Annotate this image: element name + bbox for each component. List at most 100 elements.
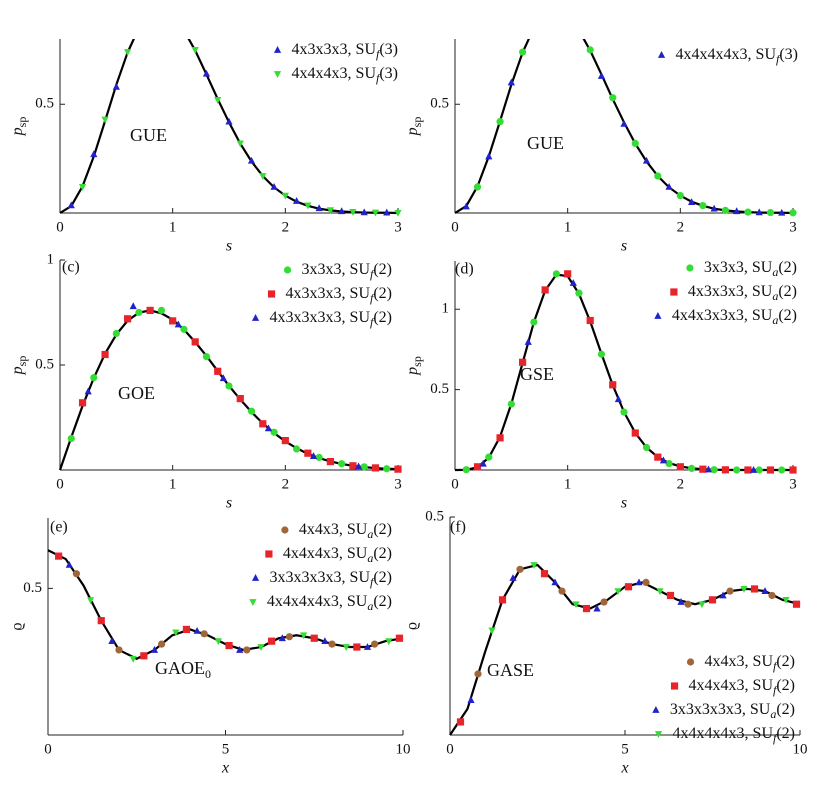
data-point [609, 381, 617, 389]
data-point [293, 197, 301, 204]
data-point [519, 48, 527, 56]
data-point [90, 150, 98, 158]
data-point [169, 14, 176, 21]
data-point [247, 156, 256, 164]
legend-label: 3x3x3x3x3, SUf(2) [270, 569, 392, 589]
y-tick-label: 0.5 [35, 96, 54, 112]
data-point [766, 208, 775, 217]
data-point [257, 644, 265, 651]
x-tick-label: 0 [451, 476, 459, 492]
annotation: GUE [130, 125, 167, 145]
data-point [67, 201, 75, 209]
data-point [659, 456, 668, 464]
data-point [293, 445, 301, 453]
data-point [462, 202, 470, 210]
data-point [642, 156, 651, 164]
legend-marker [657, 51, 666, 58]
legend-marker [281, 526, 289, 534]
data-point [395, 634, 404, 642]
data-point [278, 634, 286, 642]
data-point [498, 596, 507, 604]
data-point [749, 466, 758, 473]
legend-marker [670, 288, 678, 296]
data-point [600, 598, 608, 606]
x-tick-label: 1 [564, 476, 572, 492]
data-point [558, 587, 566, 595]
data-point [609, 94, 617, 102]
data-point [268, 637, 276, 645]
data-point [394, 209, 402, 217]
data-point [78, 184, 87, 191]
data-point [124, 49, 132, 57]
data-point [225, 641, 233, 650]
data-point [530, 24, 537, 31]
data-point [624, 583, 633, 591]
panel: 0 5 10 0.5 x ϱ GASE (f) 4x4x3, SUf(2) 4x4x4x3, SU… [404, 508, 808, 776]
data-point [593, 604, 601, 612]
data-point [310, 634, 318, 642]
x-tick-label: 5 [222, 741, 230, 757]
y-tick-label: 0.5 [23, 580, 42, 596]
x-tick-label: 5 [621, 741, 629, 757]
legend-marker [251, 314, 260, 321]
data-point [353, 643, 361, 651]
annotation: GAOE0 [155, 658, 211, 681]
data-point [87, 597, 95, 605]
y-tick-label: 0.5 [430, 381, 449, 397]
x-tick-label: 10 [793, 741, 808, 757]
legend-marker [249, 599, 257, 606]
data-point [264, 424, 273, 432]
data-point [507, 78, 515, 86]
data-point [191, 338, 199, 346]
data-point [665, 182, 673, 190]
data-point [597, 72, 606, 79]
data-point [677, 598, 685, 605]
data-point [140, 652, 148, 660]
annotation: GASE [487, 660, 534, 680]
data-point [631, 139, 639, 147]
legend-marker [654, 312, 662, 319]
data-point [485, 152, 493, 160]
data-point [676, 463, 684, 471]
data-point [665, 459, 673, 468]
data-point [635, 578, 643, 586]
data-point [541, 286, 549, 294]
data-point [551, 578, 559, 586]
data-point [304, 449, 312, 457]
panel: 0 1 2 3 0.5 1 s psp GOE (c) 3x3x3, SUf(2) 4x3x3x3, … [9, 251, 402, 511]
legend-marker [283, 266, 292, 274]
x-axis-label: s [226, 238, 232, 255]
data-point [710, 466, 718, 474]
legend-label: 4x4x3, SUf(2) [705, 653, 795, 673]
data-point [214, 97, 222, 104]
theory-curve [454, 273, 793, 472]
x-axis-label: s [621, 495, 627, 512]
data-point [309, 452, 318, 460]
data-point [214, 638, 222, 646]
data-point [620, 408, 628, 416]
data-point [202, 353, 211, 361]
x-axis-label: s [621, 238, 627, 255]
plot-area [449, 562, 801, 736]
x-tick-label: 2 [677, 219, 685, 235]
data-point [349, 462, 357, 470]
data-point [792, 600, 801, 608]
data-point [338, 460, 346, 468]
x-tick-label: 0 [56, 219, 64, 235]
plot-area [59, 14, 402, 217]
data-point [225, 382, 233, 390]
data-point [112, 82, 120, 90]
data-point [755, 466, 763, 474]
x-tick-label: 3 [789, 219, 797, 235]
legend-label: 4x4x4x4x3, SUf(2) [673, 725, 795, 745]
data-point [750, 585, 759, 593]
legend-marker [273, 71, 282, 78]
data-point [236, 395, 244, 403]
data-point [586, 316, 594, 325]
legend-marker [265, 550, 273, 558]
y-tick-label: 0.5 [430, 96, 449, 112]
data-point [146, 306, 154, 314]
data-point [721, 206, 730, 214]
data-point [744, 466, 752, 474]
